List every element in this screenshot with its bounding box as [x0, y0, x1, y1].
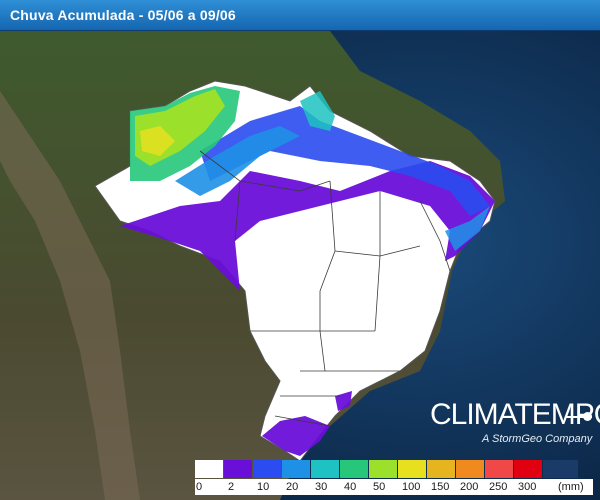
brand-logo-dash [566, 416, 592, 418]
legend-swatch [253, 460, 281, 478]
legend-swatch [456, 460, 484, 478]
rain-zone-2-10mm [120, 161, 495, 291]
legend-tick: 100 [402, 481, 421, 493]
state-border [239, 180, 331, 192]
state-border [319, 291, 326, 372]
legend-tick: 20 [286, 481, 299, 493]
brand-tagline: A StormGeo Company [482, 433, 593, 445]
legend-swatch [485, 460, 513, 478]
legend-swatch [282, 460, 310, 478]
legend-swatch [398, 460, 426, 478]
rainfall-map [0, 31, 600, 500]
rain-zone-20-30mm [175, 126, 300, 196]
legend-swatch [224, 460, 252, 478]
legend-swatch [427, 460, 455, 478]
legend-tick: 2 [228, 481, 235, 493]
legend-tick: 300 [518, 481, 537, 493]
legend-swatch [340, 460, 368, 478]
brand-logo: CLIMATEMPO [430, 398, 600, 431]
legend-tick: 10 [257, 481, 270, 493]
legend-swatch [311, 460, 339, 478]
map-title: Chuva Acumulada - 05/06 a 09/06 [10, 7, 236, 23]
legend-swatch [369, 460, 397, 478]
legend-tick: 40 [344, 481, 357, 493]
legend-tick: 200 [460, 481, 479, 493]
state-border [419, 200, 451, 272]
state-border [274, 415, 331, 427]
legend-ticks: (mm) 0 2 10 20 30 40 50 100 150 200 250 300 [195, 479, 593, 495]
title-bar: Chuva Acumulada - 05/06 a 09/06 [0, 0, 600, 31]
legend-swatch-spacer [543, 460, 578, 478]
legend-tick: 150 [431, 481, 450, 493]
legend-swatch [514, 460, 542, 478]
legend-swatches [195, 460, 578, 478]
legend-unit: (mm) [558, 481, 584, 493]
legend-tick: 250 [489, 481, 508, 493]
andes-ridge [0, 91, 140, 500]
legend-tick: 0 [196, 481, 203, 493]
state-border [374, 191, 381, 332]
rain-zone-north-coast [300, 91, 335, 131]
state-borders [199, 150, 451, 427]
rain-zone-100-150mm [140, 126, 175, 156]
rain-zone-south [262, 416, 330, 456]
legend-swatch [195, 460, 223, 478]
rain-zone-east-coast [445, 206, 490, 251]
precipitation-legend: (mm) 0 2 10 20 30 40 50 100 150 200 250 300 [195, 460, 593, 495]
legend-tick: 50 [373, 481, 386, 493]
brand-logo-dot [583, 412, 592, 421]
legend-tick: 30 [315, 481, 328, 493]
